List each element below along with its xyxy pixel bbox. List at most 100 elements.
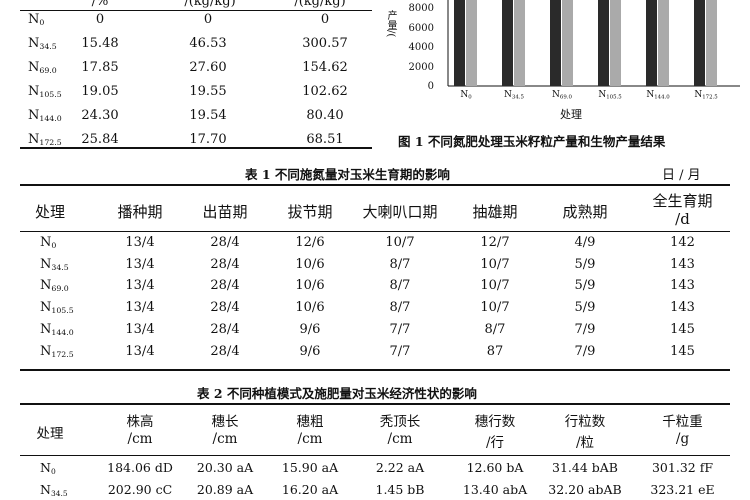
table-1-head-rule bbox=[20, 231, 730, 232]
treatment-subscript: 105.5 bbox=[51, 305, 74, 315]
table-1-top-rule bbox=[20, 184, 730, 186]
table-1-cell: 10/7 bbox=[480, 300, 510, 315]
figure-bar-chart bbox=[447, 0, 740, 87]
top-row-treatment: N0 bbox=[28, 12, 44, 27]
figure-1-caption: 图 1 不同氮肥处理玉米籽粒产量和生物产量结果 bbox=[398, 134, 666, 149]
treatment-letter: N bbox=[40, 278, 52, 293]
treatment-letter: N bbox=[40, 482, 51, 497]
table-1-cell: 28/4 bbox=[210, 235, 240, 250]
treatment-letter: N bbox=[504, 90, 512, 100]
top-row-value: 19.05 bbox=[81, 84, 119, 99]
table-1-cell: 12/7 bbox=[480, 235, 510, 250]
top-row-value: 102.62 bbox=[302, 84, 348, 99]
table-1-cell: 5/9 bbox=[574, 257, 596, 272]
y-tick-label: 6000 bbox=[408, 23, 434, 34]
bar-N0-series-2 bbox=[466, 0, 477, 86]
table-1-cell: 28/4 bbox=[210, 278, 240, 293]
table-1-header: 出苗期 bbox=[202, 203, 248, 221]
treatment-subscript: 69.0 bbox=[559, 94, 572, 101]
top-row-value: 154.62 bbox=[302, 60, 348, 75]
table-1-cell: 13/4 bbox=[125, 344, 155, 359]
treatment-subscript: 172.5 bbox=[39, 137, 62, 147]
table-1-bottom-rule bbox=[20, 369, 730, 371]
table-1-header: 拔节期 bbox=[287, 203, 333, 221]
treatment-letter: N bbox=[40, 344, 52, 359]
table-1-header: 播种期 bbox=[117, 203, 163, 221]
top-row-value: 24.30 bbox=[81, 108, 119, 123]
treatment-subscript: 0 bbox=[50, 466, 56, 476]
table-2-cell: 1.45 bB bbox=[375, 482, 425, 497]
treatment-subscript: 69.0 bbox=[51, 283, 69, 293]
table-2-cell: 323.21 eE bbox=[650, 482, 715, 497]
table-1-cell: 10/6 bbox=[295, 278, 325, 293]
treatment-letter: N bbox=[28, 12, 40, 27]
table-1-cell: 142 bbox=[670, 235, 695, 250]
bar-N172.5-series-1 bbox=[694, 0, 705, 86]
table-1-cell: 13/4 bbox=[125, 235, 155, 250]
top-header-unit-3: /(kg/kg) bbox=[294, 0, 346, 9]
table-1-cell: 7/9 bbox=[574, 322, 596, 337]
x-tick-label: N172.5 bbox=[686, 90, 726, 100]
table-2-title: 表 2 不同种植模式及施肥量对玉米经济性状的影响 bbox=[197, 386, 477, 401]
table-2-header: 处理 bbox=[36, 426, 64, 442]
table-1-cell: 13/4 bbox=[125, 322, 155, 337]
bar-N105.5-series-1 bbox=[598, 0, 609, 86]
treatment-letter: N bbox=[598, 90, 607, 100]
table-2-header: 秃顶长 bbox=[379, 414, 421, 430]
table-2-cell: 16.20 aA bbox=[281, 482, 339, 497]
table-1-header: 成熟期 bbox=[562, 203, 608, 221]
treatment-subscript: 0 bbox=[39, 17, 45, 27]
treatment-subscript: 144.0 bbox=[654, 94, 670, 101]
table-1-row-treatment: N172.5 bbox=[40, 344, 74, 359]
treatment-subscript: 172.5 bbox=[702, 94, 718, 101]
top-row-treatment: N69.0 bbox=[28, 60, 57, 75]
top-row-treatment: N105.5 bbox=[28, 84, 62, 99]
table-1-cell: 7/7 bbox=[389, 344, 411, 359]
top-row-value: 15.48 bbox=[81, 36, 119, 51]
table-1-cell: 13/4 bbox=[125, 278, 155, 293]
top-row-treatment: N34.5 bbox=[28, 36, 57, 51]
top-row-value: 0 bbox=[203, 12, 213, 27]
table-2-cell: 2.22 aA bbox=[375, 460, 425, 475]
treatment-letter: N bbox=[28, 108, 40, 123]
table-2-cell: 15.90 aA bbox=[281, 460, 339, 475]
bar-N69.0-series-1 bbox=[550, 0, 561, 86]
treatment-letter: N bbox=[552, 90, 560, 100]
table-1-cell: 9/6 bbox=[299, 344, 321, 359]
figure-ylabel: 产量/( bbox=[385, 10, 396, 38]
treatment-subscript: 172.5 bbox=[51, 349, 74, 359]
table-1-cell: 143 bbox=[670, 278, 695, 293]
top-row-value: 19.55 bbox=[189, 84, 227, 99]
table-2-cell: 12.60 bA bbox=[466, 460, 524, 475]
treatment-subscript: 34.5 bbox=[51, 262, 69, 272]
table-1-title: 表 1 不同施氮量对玉米生育期的影响 bbox=[245, 167, 450, 182]
y-tick-label: 0 bbox=[427, 81, 434, 92]
top-row-value: 46.53 bbox=[189, 36, 227, 51]
treatment-subscript: 0 bbox=[468, 94, 472, 101]
table-1-cell: 8/7 bbox=[389, 257, 411, 272]
table-2-cell: 301.32 fF bbox=[651, 460, 713, 475]
table-2-row-treatment: N34.5 bbox=[40, 482, 68, 497]
table-2-header-unit: /cm bbox=[387, 431, 413, 447]
treatment-letter: N bbox=[40, 257, 52, 272]
y-tick-label: 8000 bbox=[408, 3, 434, 14]
table-2-top-rule bbox=[20, 403, 730, 405]
treatment-letter: N bbox=[646, 90, 655, 100]
top-row-value: 17.70 bbox=[189, 132, 227, 147]
treatment-letter: N bbox=[28, 84, 40, 99]
top-row-treatment: N172.5 bbox=[28, 132, 62, 147]
y-tick-label: 4000 bbox=[408, 42, 434, 53]
bar-N34.5-series-1 bbox=[502, 0, 513, 86]
table-2-header-unit: /cm bbox=[297, 431, 323, 447]
table-2-header-unit: /粒 bbox=[575, 435, 595, 451]
table-1-row-treatment: N34.5 bbox=[40, 257, 69, 272]
table-1-cell: 13/4 bbox=[125, 257, 155, 272]
table-1-cell: 12/6 bbox=[295, 235, 325, 250]
table-1-cell: 4/9 bbox=[574, 235, 596, 250]
table-1-header: 处理 bbox=[34, 203, 65, 221]
table-1-row-treatment: N0 bbox=[40, 235, 56, 250]
table-1-unit-note: 日 / 月 bbox=[662, 168, 701, 183]
table-1-cell: 10/7 bbox=[385, 235, 415, 250]
table-1-cell: 28/4 bbox=[210, 300, 240, 315]
table-2-header-unit: /g bbox=[675, 431, 690, 447]
